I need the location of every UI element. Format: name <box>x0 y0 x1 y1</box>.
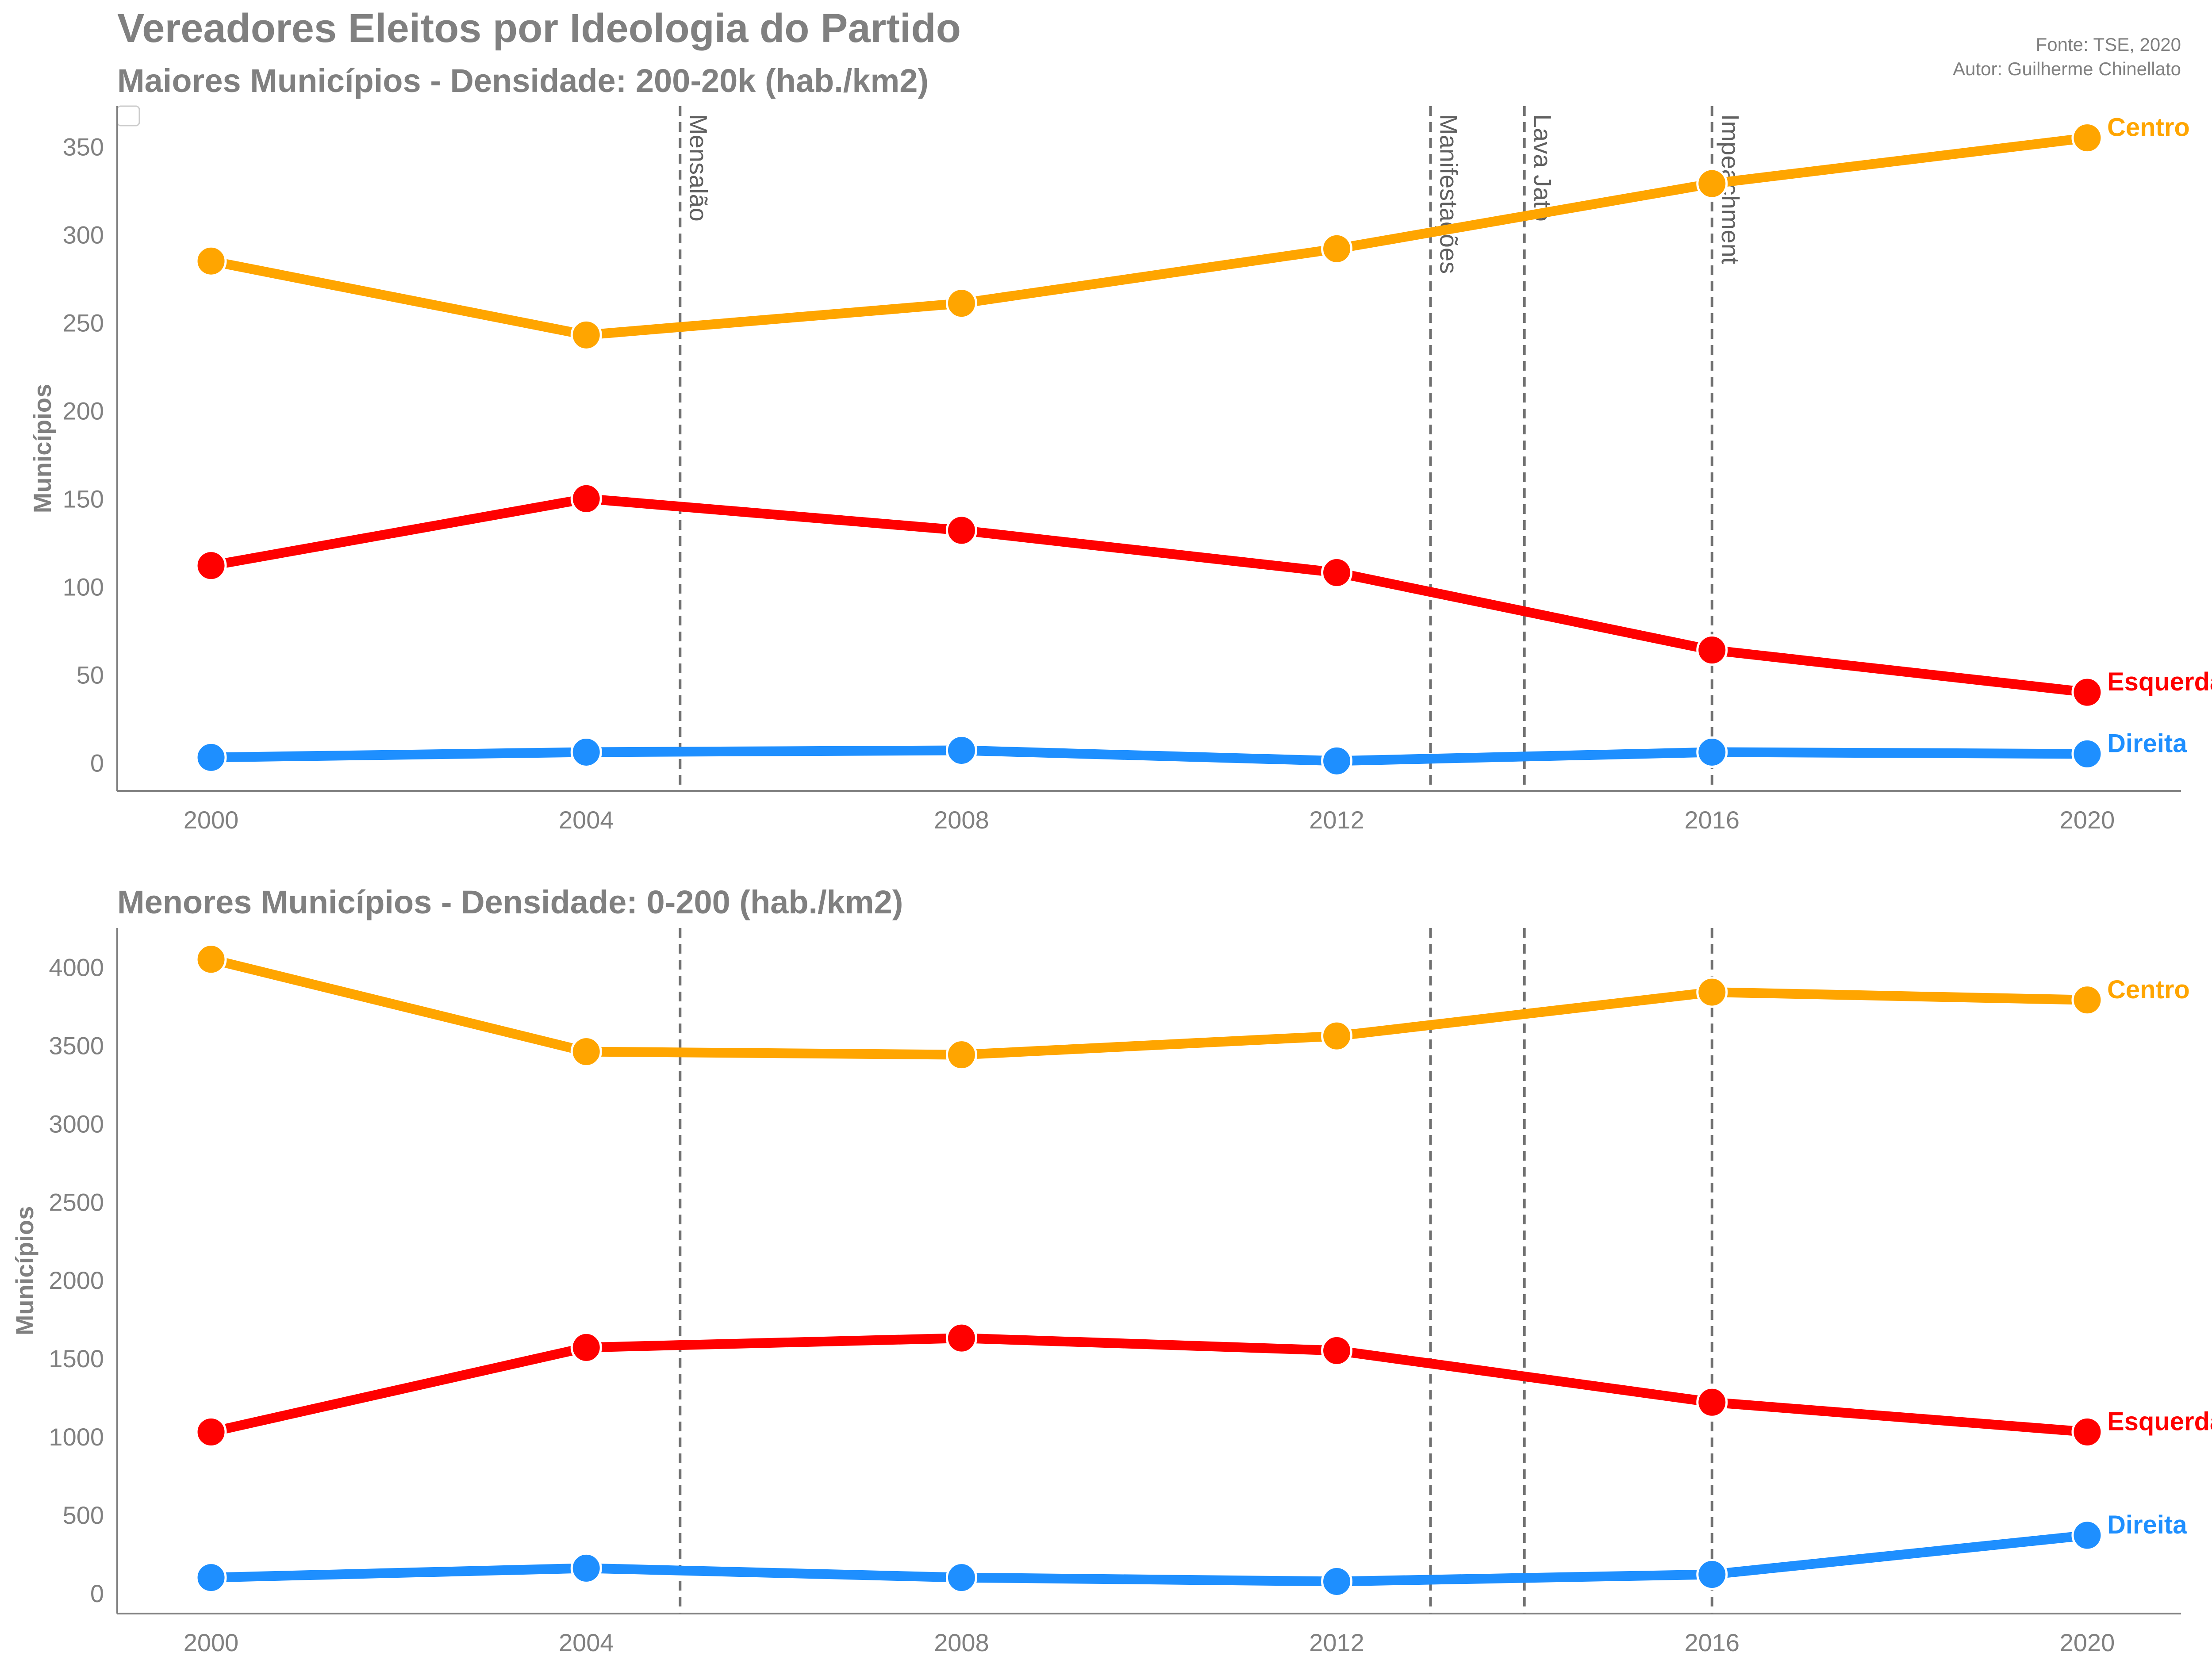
data-point <box>195 1416 227 1448</box>
y-tick-label: 1000 <box>49 1423 104 1451</box>
x-tick-label: 2016 <box>1684 806 1740 834</box>
data-point <box>195 1562 227 1594</box>
y-tick-label: 500 <box>63 1501 104 1529</box>
series-line <box>206 954 2092 1060</box>
data-point <box>1321 1020 1353 1052</box>
panel-title: Maiores Municípios - Densidade: 200-20k … <box>117 62 929 99</box>
series-end-label: Direita <box>2107 729 2187 758</box>
y-tick-label: 150 <box>63 485 104 513</box>
data-point <box>1321 233 1353 265</box>
series-end-label: Centro <box>2107 975 2190 1004</box>
data-point <box>570 483 602 514</box>
series-line <box>206 745 2092 766</box>
data-point <box>570 1036 602 1068</box>
x-tick-label: 2008 <box>934 806 989 834</box>
y-tick-label: 2000 <box>49 1266 104 1294</box>
data-point <box>1696 634 1728 666</box>
data-point <box>2071 122 2103 154</box>
data-point <box>195 550 227 582</box>
data-point <box>1321 1565 1353 1597</box>
y-tick-label: 50 <box>77 661 104 689</box>
data-point <box>1321 557 1353 589</box>
data-point <box>195 245 227 277</box>
series-end-label: Esquerda <box>2107 667 2212 696</box>
source-note: Fonte: TSE, 2020 <box>2036 34 2181 55</box>
x-tick-label: 2004 <box>559 806 614 834</box>
x-tick-label: 2004 <box>559 1629 614 1656</box>
data-point <box>1696 168 1728 199</box>
data-point <box>2071 738 2103 770</box>
panel-bottom: Menores Municípios - Densidade: 0-200 (h… <box>11 884 2212 1656</box>
event-label: Manifestações <box>1435 114 1463 274</box>
series-end-label: Centro <box>2107 113 2190 142</box>
panel-title: Menores Municípios - Densidade: 0-200 (h… <box>117 884 903 920</box>
data-point <box>945 734 977 766</box>
y-tick-label: 3500 <box>49 1031 104 1059</box>
data-point <box>2071 1416 2103 1448</box>
data-point <box>1696 736 1728 768</box>
event-label: Mensalão <box>684 114 712 222</box>
x-tick-label: 2000 <box>184 806 239 834</box>
series-line <box>206 494 2092 698</box>
y-tick-label: 200 <box>63 397 104 425</box>
y-tick-label: 0 <box>90 749 104 777</box>
data-point <box>195 943 227 975</box>
x-tick-label: 2016 <box>1684 1629 1740 1656</box>
y-tick-label: 2500 <box>49 1188 104 1216</box>
series-end-label: Esquerda <box>2107 1407 2212 1436</box>
event-label: Lava Jato <box>1529 114 1557 222</box>
y-axis-label: Municípios <box>28 384 56 513</box>
data-point <box>2071 1519 2103 1551</box>
data-point <box>945 1322 977 1354</box>
data-point <box>1696 976 1728 1008</box>
y-tick-label: 300 <box>63 221 104 249</box>
data-point <box>195 741 227 773</box>
author-note: Autor: Guilherme Chinellato <box>1953 58 2181 79</box>
panel-top: Maiores Municípios - Densidade: 200-20k … <box>28 62 2212 834</box>
empty-legend-box <box>116 105 140 127</box>
data-point <box>945 1562 977 1594</box>
x-tick-label: 2012 <box>1309 806 1364 834</box>
data-point <box>945 514 977 546</box>
data-point <box>570 1331 602 1363</box>
y-axis-label: Municípios <box>11 1206 38 1335</box>
y-tick-label: 250 <box>63 309 104 337</box>
y-tick-label: 3000 <box>49 1110 104 1138</box>
y-tick-label: 100 <box>63 573 104 601</box>
y-tick-label: 350 <box>63 133 104 161</box>
data-point <box>1696 1559 1728 1591</box>
y-tick-label: 1500 <box>49 1345 104 1372</box>
figure-title: Vereadores Eleitos por Ideologia do Part… <box>117 6 961 51</box>
x-tick-label: 2000 <box>184 1629 239 1656</box>
data-point <box>570 1552 602 1584</box>
x-tick-label: 2020 <box>2060 806 2115 834</box>
x-tick-label: 2008 <box>934 1629 989 1656</box>
series-line <box>206 133 2092 340</box>
data-point <box>1321 1334 1353 1366</box>
data-point <box>1696 1386 1728 1418</box>
y-tick-label: 0 <box>90 1579 104 1607</box>
series-end-label: Direita <box>2107 1510 2187 1539</box>
x-tick-label: 2012 <box>1309 1629 1364 1656</box>
series-line <box>206 1530 2092 1587</box>
series-line <box>206 1333 2092 1437</box>
data-point <box>945 1039 977 1071</box>
data-point <box>945 288 977 319</box>
data-point <box>1321 745 1353 777</box>
y-tick-label: 4000 <box>49 953 104 981</box>
data-point <box>570 736 602 768</box>
data-point <box>2071 676 2103 708</box>
data-point <box>570 319 602 351</box>
data-point <box>2071 984 2103 1016</box>
x-tick-label: 2020 <box>2060 1629 2115 1656</box>
